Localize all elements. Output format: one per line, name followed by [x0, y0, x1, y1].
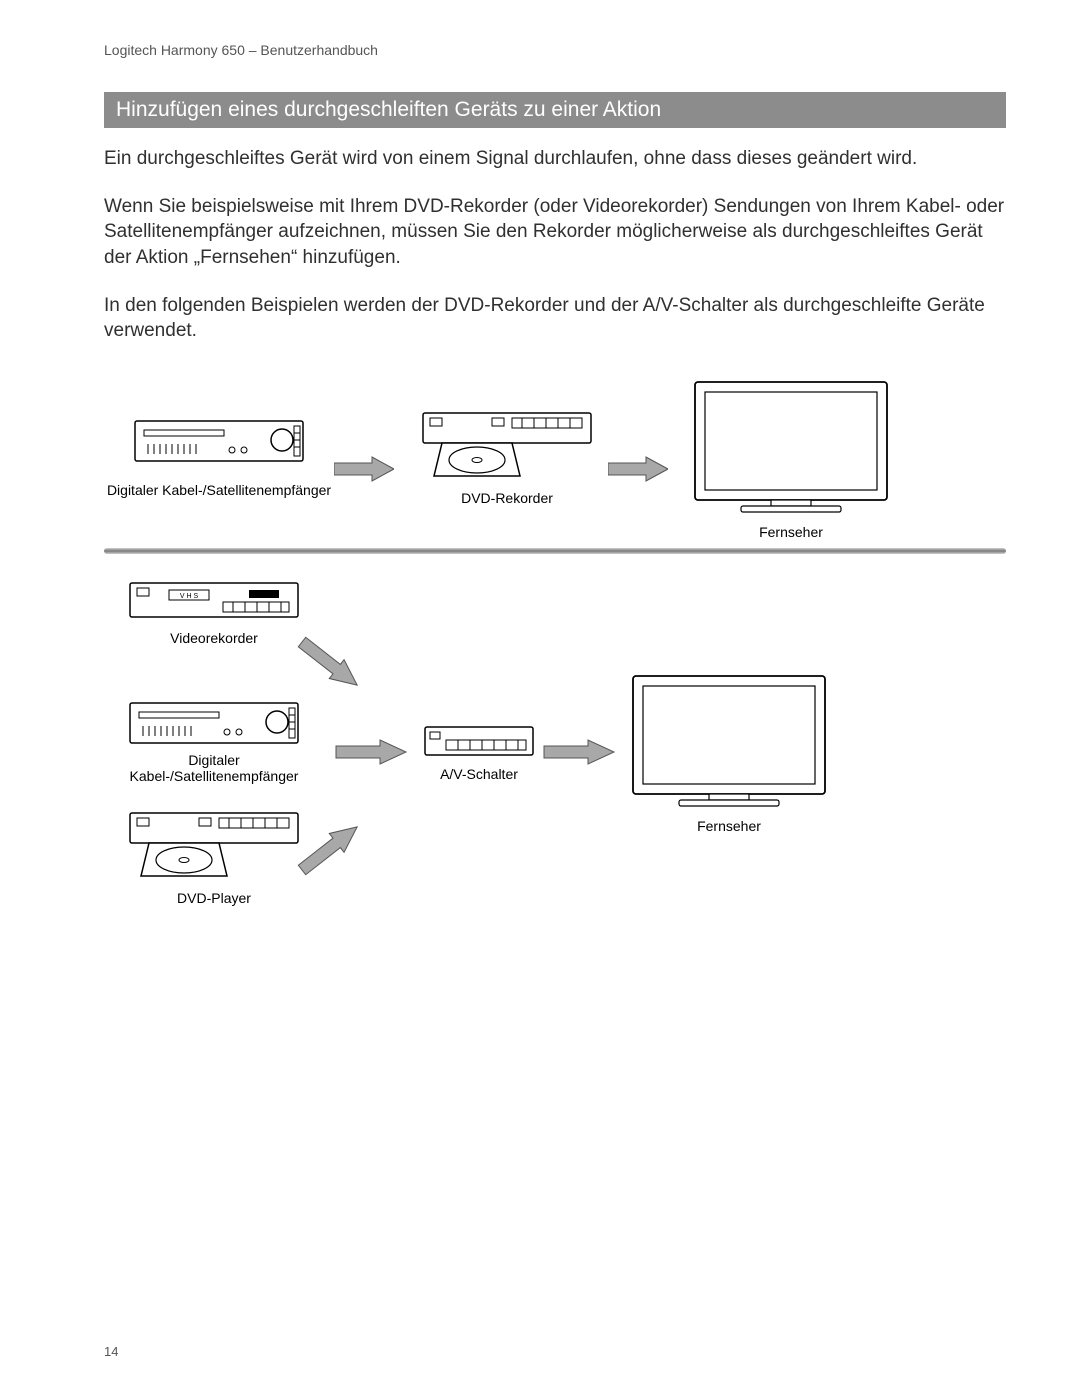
paragraph-1: Ein durchgeschleiftes Gerät wird von ein… — [104, 146, 1006, 172]
avswitch-icon — [424, 726, 534, 760]
node-dvdrec-top: DVD-Rekorder — [412, 412, 602, 506]
node-avswitch: A/V-Schalter — [414, 726, 544, 782]
tv-icon — [691, 378, 891, 518]
svg-text:V H S: V H S — [180, 593, 199, 600]
tv-icon — [629, 672, 829, 812]
arrow-icon — [334, 454, 394, 484]
node-tv-top: Fernseher — [686, 378, 896, 540]
manual-page: Logitech Harmony 650 – Benutzerhandbuch … — [0, 0, 1080, 1397]
avswitch-label: A/V-Schalter — [440, 766, 518, 782]
document-header: Logitech Harmony 650 – Benutzerhandbuch — [104, 42, 1006, 58]
satbox-bottom-label: Digitaler Kabel-/Satellitenempfänger — [104, 752, 324, 784]
satbox-icon — [134, 420, 304, 476]
tv-bottom-label: Fernseher — [697, 818, 761, 834]
paragraph-2: Wenn Sie beispielsweise mit Ihrem DVD-Re… — [104, 194, 1006, 271]
vcr-label: Videorekorder — [170, 630, 258, 646]
satbox-top-label: Digitaler Kabel-/Satellitenempfänger — [107, 482, 331, 498]
dvdtray-icon — [422, 412, 592, 484]
section-title: Hinzufügen eines durchgeschleiften Gerät… — [104, 92, 1006, 128]
tv-top-label: Fernseher — [759, 524, 823, 540]
node-satbox-bottom: Digitaler Kabel-/Satellitenempfänger — [104, 702, 324, 784]
paragraph-3: In den folgenden Beispielen werden der D… — [104, 293, 1006, 344]
dvdplayer-label: DVD-Player — [177, 890, 251, 906]
diagram-bottom: V H S Videorekorder — [104, 572, 1006, 932]
vcr-icon: V H S — [129, 582, 299, 624]
diagram-top-row: Digitaler Kabel-/Satellitenempfänger — [104, 378, 1006, 540]
satbox-icon — [129, 702, 299, 746]
arrow-icon — [608, 454, 668, 484]
diagram-divider — [104, 548, 1006, 554]
node-satbox-top: Digitaler Kabel-/Satellitenempfänger — [104, 420, 334, 498]
dvdtray-icon — [129, 812, 299, 884]
node-vcr: V H S Videorekorder — [104, 582, 324, 646]
diagram-area: Digitaler Kabel-/Satellitenempfänger — [104, 378, 1006, 932]
node-dvdplayer: DVD-Player — [104, 812, 324, 906]
page-number: 14 — [104, 1344, 118, 1359]
dvdrec-top-label: DVD-Rekorder — [461, 490, 553, 506]
node-tv-bottom: Fernseher — [624, 672, 834, 834]
